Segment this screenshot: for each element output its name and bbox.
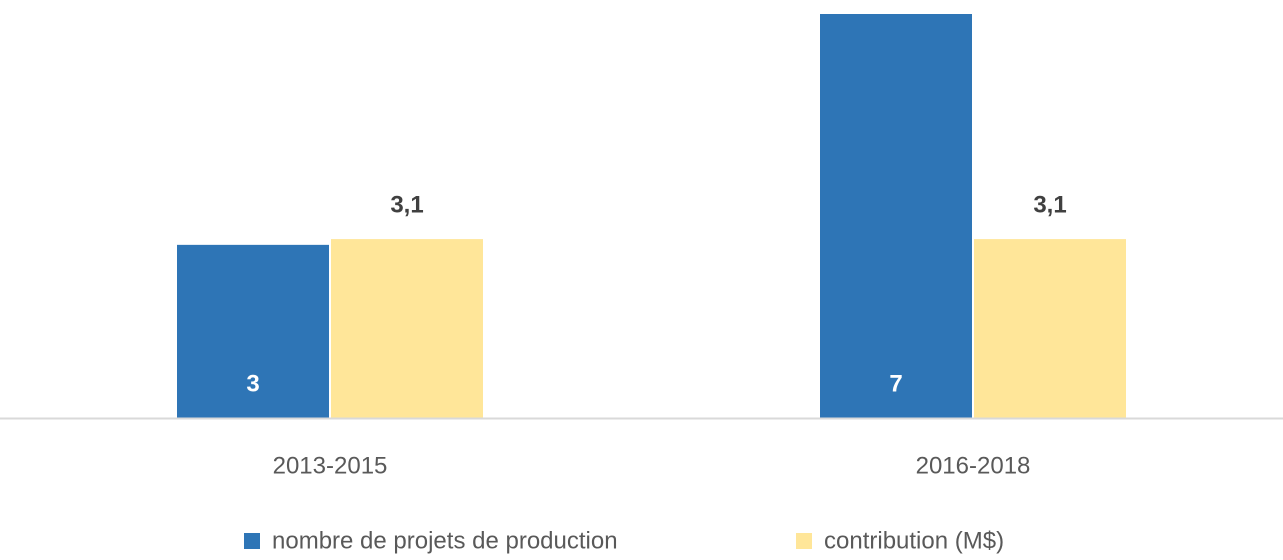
legend-label: contribution (M$) [824,527,1004,554]
x-tick-label: 2013-2015 [273,452,388,479]
data-label: 3 [246,370,259,397]
data-label: 3,1 [1033,191,1066,218]
x-tick-label: 2016-2018 [916,452,1031,479]
bar [820,14,972,418]
data-label: 7 [889,370,902,397]
data-label: 3,1 [390,191,423,218]
legend-label: nombre de projets de production [272,527,618,554]
legend-swatch [796,533,812,549]
bar [331,239,483,418]
bar [177,244,329,418]
bar [974,239,1126,418]
legend-swatch [244,533,260,549]
